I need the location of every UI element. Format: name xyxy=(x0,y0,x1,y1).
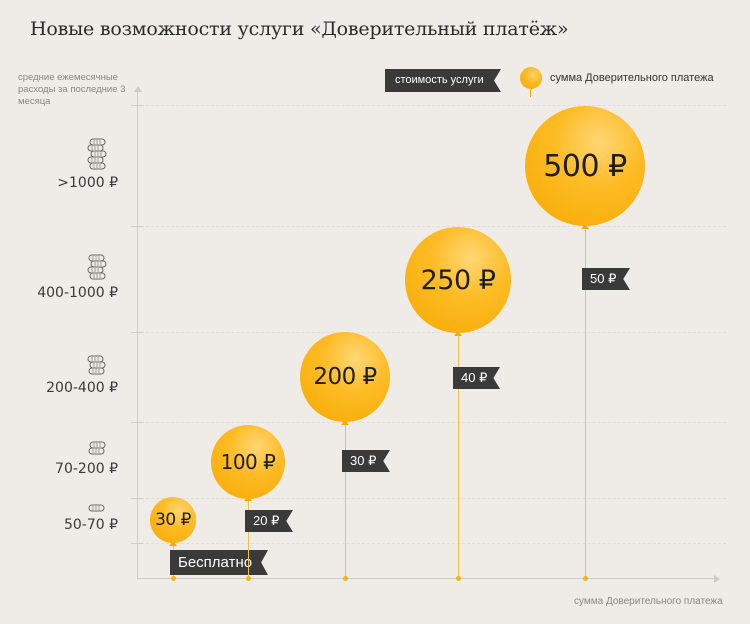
coin-stack-4-icon xyxy=(87,254,107,280)
balloon-knot xyxy=(454,331,462,336)
page-title: Новые возможности услуги «Доверительный … xyxy=(30,18,569,40)
gridline xyxy=(131,105,726,106)
gridline xyxy=(131,332,726,333)
x-axis xyxy=(137,578,715,579)
y-axis xyxy=(137,90,138,578)
coin-stack-3-icon xyxy=(87,355,106,375)
balloon-200: 200 ₽ xyxy=(300,332,390,422)
fee-tag-20: 20 ₽ xyxy=(245,510,293,532)
y-axis-label: средние ежемесячные расходы за последние… xyxy=(18,72,126,107)
balloon-100: 100 ₽ xyxy=(211,425,285,499)
balloon-250: 250 ₽ xyxy=(405,227,511,333)
balloon-string xyxy=(248,500,249,578)
balloon-string xyxy=(458,336,459,578)
category-label: >1000 ₽ xyxy=(57,175,118,191)
gridline xyxy=(131,543,726,544)
y-axis-arrow-icon xyxy=(134,86,142,92)
fee-tag-50: 50 ₽ xyxy=(582,268,630,290)
x-axis-point xyxy=(246,576,251,581)
category-label: 200-400 ₽ xyxy=(46,380,118,396)
gridline xyxy=(131,422,726,423)
fee-tag-30: 30 ₽ xyxy=(342,450,390,472)
balloon-knot xyxy=(581,224,589,229)
coin-stack-1-icon xyxy=(88,504,105,512)
balloon-500: 500 ₽ xyxy=(525,106,645,226)
category-label: 50-70 ₽ xyxy=(63,517,118,533)
x-axis-point xyxy=(171,576,176,581)
gridline xyxy=(131,498,726,499)
fee-tag-free: Бесплатно xyxy=(170,550,268,575)
legend-cost-tag: стоимость услуги xyxy=(385,69,501,92)
gridline xyxy=(131,226,726,227)
balloon-icon xyxy=(520,67,542,89)
balloon-knot xyxy=(341,420,349,425)
x-axis-point xyxy=(343,576,348,581)
x-axis-point xyxy=(583,576,588,581)
balloon-knot xyxy=(169,541,177,546)
coin-stack-5-icon xyxy=(87,138,107,170)
coin-stack-2-icon xyxy=(88,441,106,455)
x-axis-label: сумма Доверительного платежа xyxy=(574,596,723,607)
category-label: 400-1000 ₽ xyxy=(37,285,118,301)
balloon-string-icon xyxy=(530,89,531,97)
fee-tag-40: 40 ₽ xyxy=(453,367,500,389)
balloon-string xyxy=(345,424,346,578)
x-axis-arrow-icon xyxy=(714,575,720,583)
legend-amount-label: сумма Доверительного платежа xyxy=(550,72,714,84)
balloon-string xyxy=(585,230,586,578)
x-axis-point xyxy=(456,576,461,581)
balloon-30: 30 ₽ xyxy=(150,497,196,543)
category-label: 70-200 ₽ xyxy=(55,461,118,477)
